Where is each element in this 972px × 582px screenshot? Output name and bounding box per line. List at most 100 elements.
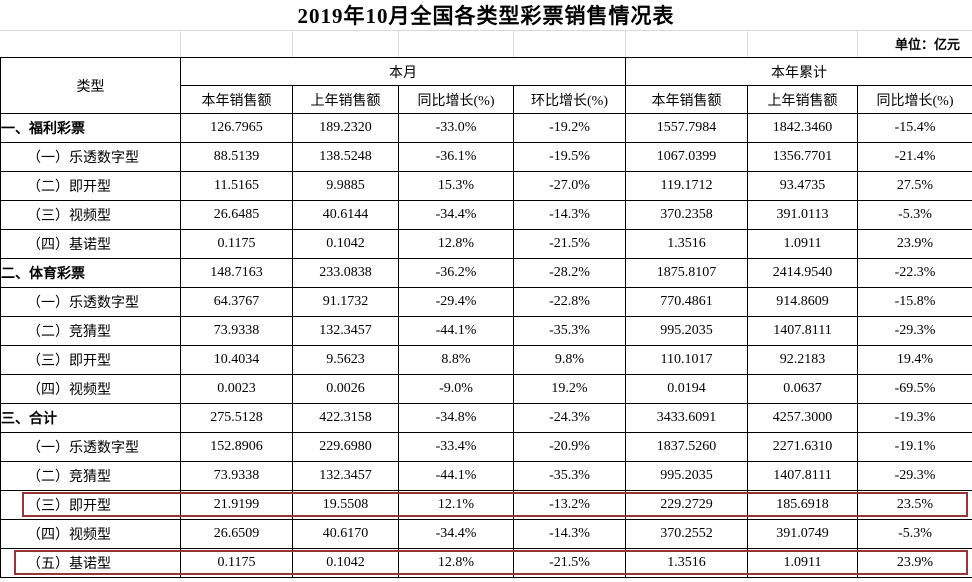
col-header-month-yoy-growth: 同比增长(%) <box>398 85 514 114</box>
value-cell: 11.5165 <box>180 171 293 201</box>
value-cell: 10.4034 <box>180 345 293 375</box>
row-label-cell: （三）即开型 <box>0 345 181 375</box>
value-cell: -5.3% <box>857 519 972 549</box>
row-label-cell: （四）基诺型 <box>0 229 181 259</box>
value-cell: -19.5% <box>513 142 626 172</box>
table-row: 一、福利彩票 126.7965 189.2320 -33.0% -19.2% 1557.7… <box>0 113 972 143</box>
table-row: （四）视频型 0.0023 0.0026 -9.0% 19.2% 0.0194 0.0637… <box>0 374 972 404</box>
value-cell: 0.0023 <box>180 374 293 404</box>
row-label-cell: 二、体育彩票 <box>0 258 181 288</box>
value-cell: 64.3767 <box>180 287 293 317</box>
value-cell: 21.9199 <box>180 490 293 520</box>
value-cell: 0.1042 <box>292 229 399 259</box>
value-cell: 1067.0399 <box>625 142 748 172</box>
gridline <box>747 31 748 57</box>
col-header-month-mom-growth: 环比增长(%) <box>513 85 626 114</box>
col-header-type: 类型 <box>0 57 181 114</box>
value-cell: 0.0637 <box>747 374 858 404</box>
table-row: （一）乐透数字型 152.8906 229.6980 -33.4% -20.9% 1837… <box>0 432 972 462</box>
page-title: 2019年10月全国各类型彩票销售情况表 <box>297 4 675 28</box>
value-cell: 19.2% <box>513 374 626 404</box>
table-row: （三）视频型 26.6485 40.6144 -34.4% -14.3% 370.2358… <box>0 200 972 230</box>
row-label-cell: （二）竞猜型 <box>0 461 181 491</box>
value-cell: 1842.3460 <box>747 113 858 143</box>
value-cell: 9.9885 <box>292 171 399 201</box>
value-cell: -15.4% <box>857 113 972 143</box>
value-cell: 119.1712 <box>625 171 748 201</box>
row-label-cell: （二）竞猜型 <box>0 316 181 346</box>
value-cell: -29.4% <box>398 287 514 317</box>
value-cell: 391.0113 <box>747 200 858 230</box>
gridline <box>398 31 399 57</box>
table-row: 二、体育彩票 148.7163 233.0838 -36.2% -28.2% 1875.8… <box>0 258 972 288</box>
header-sub-row: 本年销售额 上年销售额 同比增长(%) 环比增长(%) 本年销售额 上年销售额 … <box>1 85 972 114</box>
row-label-cell: （一）乐透数字型 <box>0 142 181 172</box>
value-cell: 229.2729 <box>625 490 748 520</box>
value-cell: 0.0026 <box>292 374 399 404</box>
value-cell: 370.2552 <box>625 519 748 549</box>
table-row: （一）乐透数字型 64.3767 91.1732 -29.4% -22.8% 770.48… <box>0 287 972 317</box>
value-cell: -21.4% <box>857 142 972 172</box>
value-cell: 370.2358 <box>625 200 748 230</box>
gridline <box>625 31 626 57</box>
table-row: （三）即开型 21.9199 19.5508 12.1% -13.2% 229.2729 1… <box>0 490 972 520</box>
value-cell: 88.5139 <box>180 142 293 172</box>
row-label-cell: 一、福利彩票 <box>0 113 181 143</box>
value-cell: 12.8% <box>398 548 514 578</box>
value-cell: -33.0% <box>398 113 514 143</box>
value-cell: 26.6485 <box>180 200 293 230</box>
value-cell: 92.2183 <box>747 345 858 375</box>
row-label-cell: （一）乐透数字型 <box>0 432 181 462</box>
value-cell: 91.1732 <box>292 287 399 317</box>
gridline <box>857 31 858 57</box>
col-header-ytd-current-sales: 本年销售额 <box>625 85 748 114</box>
value-cell: -14.3% <box>513 200 626 230</box>
value-cell: -14.3% <box>513 519 626 549</box>
value-cell: 1.0911 <box>747 548 858 578</box>
value-cell: -15.8% <box>857 287 972 317</box>
value-cell: 4257.3000 <box>747 403 858 433</box>
col-group-ytd: 本年累计 <box>625 57 972 86</box>
value-cell: -33.4% <box>398 432 514 462</box>
value-cell: 19.5508 <box>292 490 399 520</box>
value-cell: 23.9% <box>857 229 972 259</box>
value-cell: 0.1175 <box>180 229 293 259</box>
gridline <box>180 31 181 57</box>
value-cell: -28.2% <box>513 258 626 288</box>
value-cell: 770.4861 <box>625 287 748 317</box>
value-cell: 995.2035 <box>625 461 748 491</box>
value-cell: -34.8% <box>398 403 514 433</box>
value-cell: 3433.6091 <box>625 403 748 433</box>
row-label-cell: （四）视频型 <box>0 519 181 549</box>
value-cell: 23.5% <box>857 490 972 520</box>
value-cell: -36.2% <box>398 258 514 288</box>
value-cell: 40.6170 <box>292 519 399 549</box>
table-row: （二）竞猜型 73.9338 132.3457 -44.1% -35.3% 995.203… <box>0 316 972 346</box>
value-cell: 233.0838 <box>292 258 399 288</box>
value-cell: 229.6980 <box>292 432 399 462</box>
col-group-month: 本月 <box>180 57 626 86</box>
col-header-month-current-sales: 本年销售额 <box>180 85 293 114</box>
value-cell: -34.4% <box>398 519 514 549</box>
value-cell: 9.5623 <box>292 345 399 375</box>
value-cell: 93.4735 <box>747 171 858 201</box>
value-cell: -19.3% <box>857 403 972 433</box>
value-cell: -5.3% <box>857 200 972 230</box>
table-row: （二）即开型 11.5165 9.9885 15.3% -27.0% 119.1712 93… <box>0 171 972 201</box>
col-header-month-prior-sales: 上年销售额 <box>292 85 399 114</box>
value-cell: -36.1% <box>398 142 514 172</box>
value-cell: -29.3% <box>857 461 972 491</box>
value-cell: 138.5248 <box>292 142 399 172</box>
value-cell: 1557.7984 <box>625 113 748 143</box>
value-cell: 1407.8111 <box>747 461 858 491</box>
table-row: （四）基诺型 0.1175 0.1042 12.8% -21.5% 1.3516 1.091… <box>0 229 972 259</box>
gridline <box>292 31 293 57</box>
value-cell: 914.8609 <box>747 287 858 317</box>
value-cell: -21.5% <box>513 229 626 259</box>
row-label-cell: （一）乐透数字型 <box>0 287 181 317</box>
value-cell: -20.9% <box>513 432 626 462</box>
value-cell: 995.2035 <box>625 316 748 346</box>
value-cell: -69.5% <box>857 374 972 404</box>
value-cell: -24.3% <box>513 403 626 433</box>
gridline <box>513 31 514 57</box>
